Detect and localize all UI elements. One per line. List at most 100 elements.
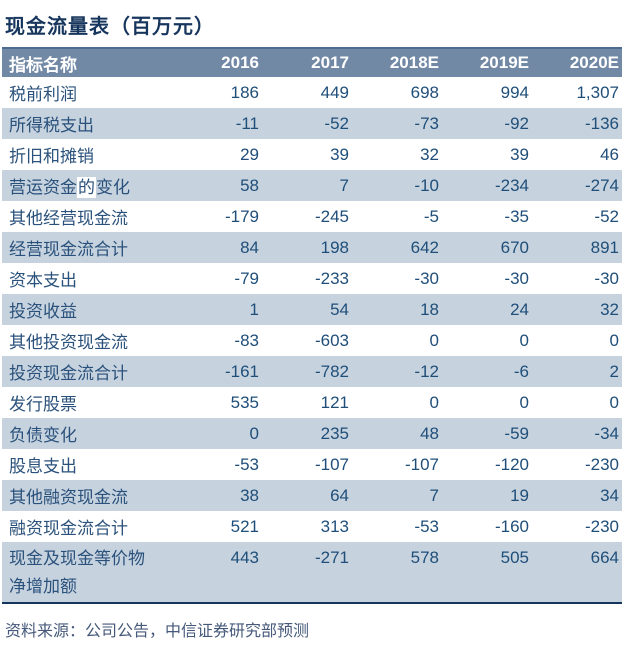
row-label: 负债变化	[2, 418, 172, 449]
cell-value: 19	[442, 480, 532, 511]
cell-value: 54	[262, 294, 352, 325]
cell-value: -233	[314, 268, 349, 288]
cell-value: 578	[352, 542, 442, 603]
cell-value: -52	[262, 108, 352, 139]
row-label: 其他投资现金流	[9, 333, 128, 352]
cell-value: 0	[429, 392, 439, 412]
cell-value: -245	[314, 206, 349, 226]
label-part: 营运资金	[9, 178, 77, 197]
cell-value: -136	[532, 108, 622, 139]
cell-value: 34	[532, 480, 622, 511]
row-label: 税前利润	[9, 85, 77, 104]
table-row: 经营现金流合计 84 198 642 670 891	[2, 232, 622, 263]
cell-value: 505	[442, 542, 532, 603]
cell-value: -271	[262, 542, 352, 603]
page-title: 现金流量表（百万元）	[5, 16, 215, 38]
cell-value: 84	[172, 232, 262, 263]
cell-value: -179	[224, 206, 259, 226]
highlighted-char: 的	[77, 177, 96, 198]
table-row: 发行股票 535 121 0 0 0	[2, 387, 622, 418]
table-row: 折旧和摊销 29 39 32 39 46	[2, 139, 622, 170]
cell-value: -274	[532, 170, 622, 201]
row-label: 折旧和摊销	[9, 147, 94, 166]
row-label: 其他经营现金流	[9, 209, 128, 228]
cell-value: -107	[404, 454, 439, 474]
cell-value: 38	[172, 480, 262, 511]
cell-value: -160	[494, 516, 529, 536]
cell-value: 18	[352, 294, 442, 325]
cell-value: 443	[172, 542, 262, 603]
cashflow-table: 指标名称 2016 2017 2018E 2019E 2020E 税前利润 186…	[2, 47, 622, 604]
column-header-2016: 2016	[172, 47, 262, 77]
cell-value: 642	[352, 232, 442, 263]
cell-value: -34	[532, 418, 622, 449]
column-header-2017: 2017	[262, 47, 352, 77]
label-part: 变化	[96, 178, 130, 197]
column-header-2019e: 2019E	[442, 47, 532, 77]
cell-value: -30	[414, 268, 439, 288]
cell-value: -10	[352, 170, 442, 201]
cell-value: -59	[442, 418, 532, 449]
cell-value: 535	[230, 392, 259, 412]
cell-value: 0	[429, 330, 439, 350]
table-row: 资本支出 -79 -233 -30 -30 -30	[2, 263, 622, 294]
cell-value: 0	[609, 392, 619, 412]
cell-value: 1,307	[576, 82, 619, 102]
cell-value: -35	[504, 206, 529, 226]
cell-value: -53	[234, 454, 259, 474]
cell-value: 121	[320, 392, 349, 412]
cell-value: 58	[172, 170, 262, 201]
cell-value: 664	[532, 542, 622, 603]
cell-value: -107	[314, 454, 349, 474]
cell-value: -52	[594, 206, 619, 226]
column-header-2018e: 2018E	[352, 47, 442, 77]
table-header-row: 指标名称 2016 2017 2018E 2019E 2020E	[2, 47, 622, 77]
table-row: 融资现金流合计 521 313 -53 -160 -230	[2, 511, 622, 542]
cell-value: -120	[494, 454, 529, 474]
cell-value: 0	[609, 330, 619, 350]
table-row: 营运资金的变化 58 7 -10 -234 -274	[2, 170, 622, 201]
table-row: 现金及现金等价物 净增加额 443 -271 578 505 664	[2, 542, 622, 603]
row-label: 股息支出	[9, 457, 77, 476]
cell-value: -11	[172, 108, 262, 139]
cell-value: 24	[442, 294, 532, 325]
cell-value: -6	[442, 356, 532, 387]
row-label: 所得税支出	[2, 108, 172, 139]
cell-value: 186	[230, 82, 259, 102]
column-header-2020e: 2020E	[532, 47, 622, 77]
cell-value: 521	[230, 516, 259, 536]
cell-value: -92	[442, 108, 532, 139]
cell-value: 235	[262, 418, 352, 449]
row-label: 融资现金流合计	[9, 519, 128, 538]
row-label: 其他融资现金流	[2, 480, 172, 511]
cell-value: 198	[262, 232, 352, 263]
label-line: 净增加额	[9, 577, 77, 596]
cell-value: -79	[234, 268, 259, 288]
cell-value: 7	[352, 480, 442, 511]
row-label: 资本支出	[9, 271, 77, 290]
cell-value: 7	[262, 170, 352, 201]
cell-value: 994	[500, 82, 529, 102]
row-label: 发行股票	[9, 395, 77, 414]
source-note: 资料来源：公司公告，中信证券研究部预测	[5, 623, 310, 640]
cell-value: 32	[420, 144, 439, 164]
cell-value: 2	[532, 356, 622, 387]
cell-value: -782	[262, 356, 352, 387]
cell-value: 0	[519, 392, 529, 412]
row-label: 营运资金的变化	[2, 170, 172, 201]
cell-value: 0	[519, 330, 529, 350]
cell-value: -230	[584, 454, 619, 474]
cell-value: 891	[532, 232, 622, 263]
cashflow-table-body: 税前利润 186 449 698 994 1,307 所得税支出 -11 -52 -73 -92 -1…	[2, 77, 622, 603]
cell-value: -234	[442, 170, 532, 201]
cell-value: -73	[352, 108, 442, 139]
row-label: 现金及现金等价物 净增加额	[2, 542, 172, 603]
cell-value: 0	[172, 418, 262, 449]
cell-value: 64	[262, 480, 352, 511]
table-row: 税前利润 186 449 698 994 1,307	[2, 77, 622, 108]
table-row: 投资现金流合计 -161 -782 -12 -6 2	[2, 356, 622, 387]
row-label: 投资现金流合计	[2, 356, 172, 387]
cell-value: 1	[172, 294, 262, 325]
cell-value: -603	[314, 330, 349, 350]
